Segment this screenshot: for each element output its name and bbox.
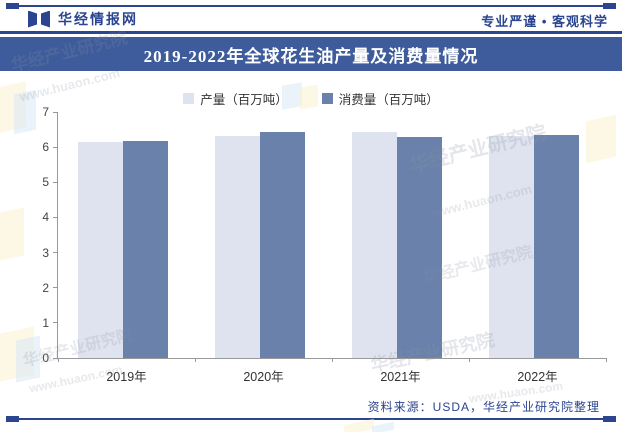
y-axis-tick-label: 3 <box>42 245 49 260</box>
bar-消费量（百万吨）-2020年 <box>260 132 305 358</box>
bar-消费量（百万吨）-2019年 <box>123 141 168 358</box>
x-axis-category-label: 2019年 <box>106 370 147 384</box>
bar-chart-plot-area: 0 1 2 3 4 5 6 7 2019年 2020年 2021年 2022年 <box>42 105 607 384</box>
watermark-logo-shape <box>16 335 40 383</box>
legend-swatch-production <box>183 93 195 104</box>
bar-产量（百万吨）-2022年 <box>489 135 534 358</box>
bottom-rule-left-cap <box>6 416 19 422</box>
top-rule-right-cap <box>603 3 616 9</box>
header: 华经情报网 专业严谨 • 客观科学 <box>0 9 622 31</box>
y-axis-tick-label: 0 <box>42 351 49 365</box>
x-axis-tick-mark <box>194 358 196 362</box>
legend-label-consumption: 消费量（百万吨） <box>338 93 439 107</box>
legend-item-production: 产量（百万吨） <box>183 89 288 108</box>
y-axis-tick-label: 7 <box>42 105 49 119</box>
data-source-note: 资料来源：USDA，华经产业研究院整理 <box>367 400 600 414</box>
brand-name: 华经情报网 <box>58 11 138 27</box>
huajing-logo-icon <box>28 10 50 28</box>
y-axis-tick-mark <box>53 287 58 289</box>
watermark-logo-shape <box>0 326 34 382</box>
x-axis-tick-mark <box>468 358 470 362</box>
legend-item-consumption: 消费量（百万吨） <box>321 89 439 108</box>
bottom-rule <box>6 416 616 422</box>
top-rule <box>6 3 616 9</box>
x-axis-tick-mark <box>57 358 59 362</box>
x-axis-tick-mark <box>331 358 333 362</box>
header-tagline: 专业严谨 • 客观科学 <box>481 14 608 29</box>
watermark-logo-shape <box>344 418 374 432</box>
top-rule-left-cap <box>6 3 19 9</box>
watermark-logo-shape <box>0 207 24 261</box>
x-axis-category-label: 2021年 <box>380 370 421 384</box>
y-axis-tick-label: 4 <box>42 210 49 225</box>
bar-产量（百万吨）-2021年 <box>352 132 397 358</box>
brand: 华经情报网 <box>28 9 138 29</box>
y-axis-tick-mark <box>53 181 58 183</box>
x-axis-tick-mark <box>605 358 607 362</box>
legend-swatch-consumption <box>321 93 333 104</box>
x-axis-category-label: 2022年 <box>517 370 558 384</box>
y-axis-tick-label: 5 <box>42 175 49 190</box>
y-axis-tick-mark <box>53 322 58 324</box>
y-axis-tick-mark <box>53 146 58 148</box>
bar-产量（百万吨）-2019年 <box>78 141 123 358</box>
bar-消费量（百万吨）-2021年 <box>397 136 442 358</box>
y-axis-tick-label: 1 <box>42 315 49 330</box>
x-axis-category-label: 2020年 <box>243 370 284 384</box>
bar-消费量（百万吨）-2022年 <box>534 134 579 358</box>
bar-产量（百万吨）-2020年 <box>215 136 260 358</box>
y-axis-tick-mark <box>53 252 58 254</box>
y-axis-tick-label: 2 <box>42 280 49 295</box>
y-axis-tick-mark <box>53 216 58 218</box>
y-axis-tick-label: 6 <box>42 140 49 155</box>
header-divider <box>0 31 622 34</box>
watermark-logo-shape <box>372 421 394 432</box>
y-axis-tick-mark <box>53 357 58 359</box>
y-axis-tick-mark <box>53 111 58 113</box>
legend: 产量（百万吨） 消费量（百万吨） <box>0 89 622 108</box>
chart-title-banner: 2019-2022年全球花生油产量及消费量情况 <box>0 37 622 71</box>
bottom-rule-right-cap <box>603 416 616 422</box>
legend-label-production: 产量（百万吨） <box>200 93 288 107</box>
